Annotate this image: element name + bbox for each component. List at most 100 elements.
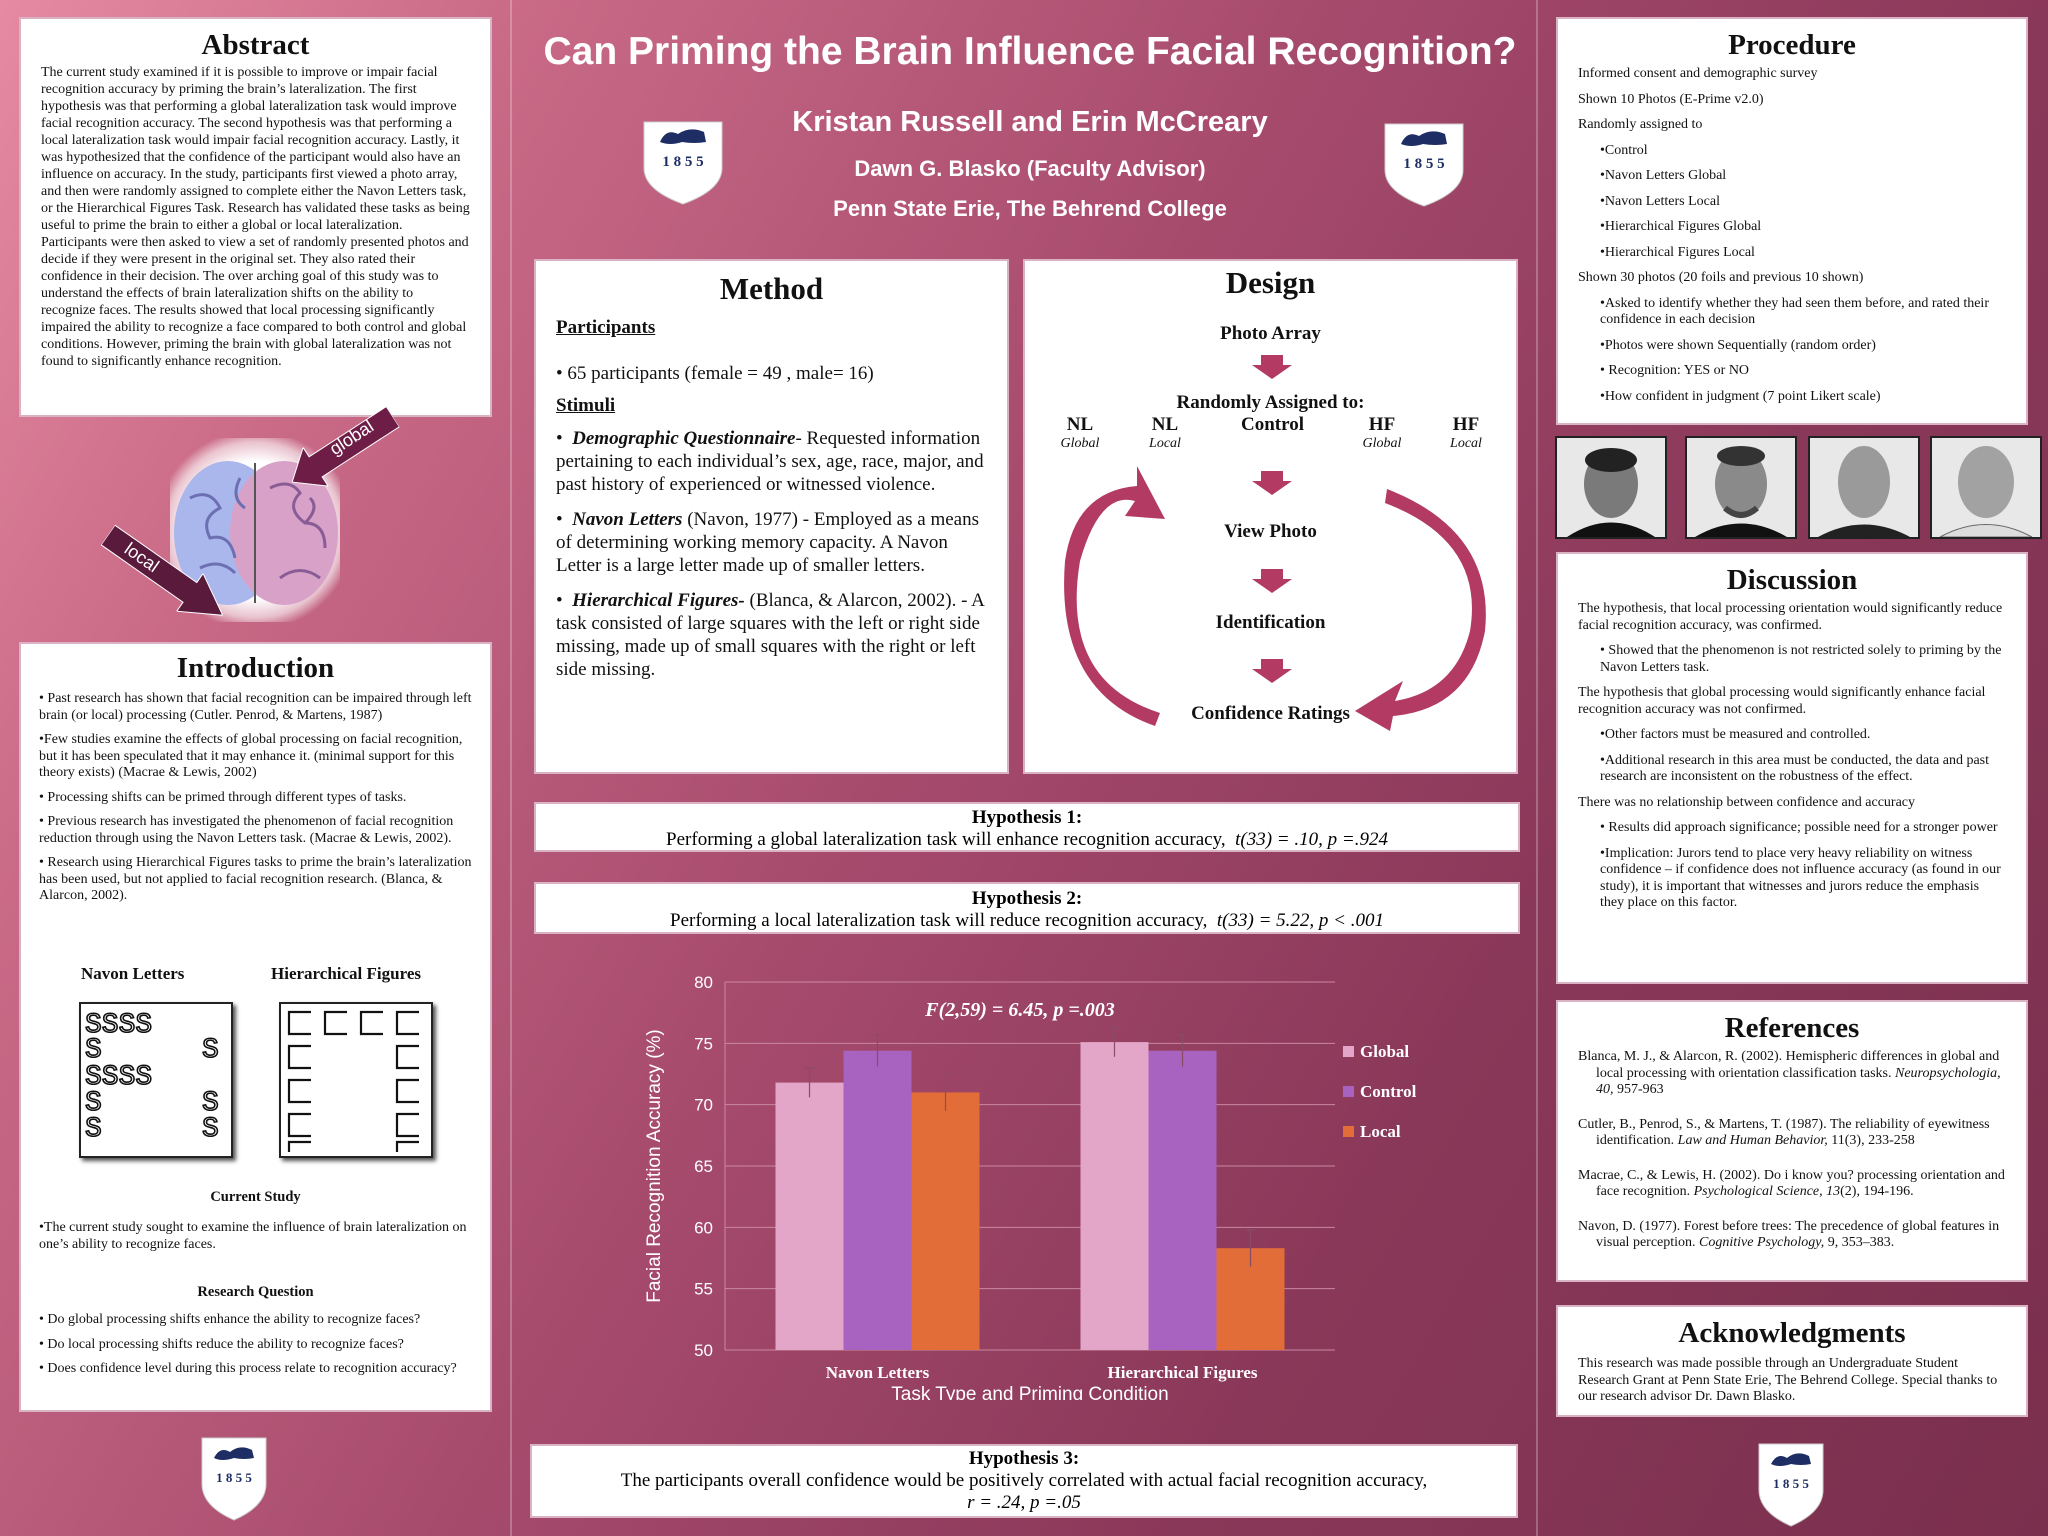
x-axis-label: Task Type and Priming Condition <box>891 1384 1168 1400</box>
procedure-item: •Navon Letters Global <box>1600 168 1727 183</box>
hypothesis-2: Hypothesis 2: Performing a local lateral… <box>534 882 1520 934</box>
abstract-panel: Abstract The current study examined if i… <box>19 17 492 417</box>
introduction-bullets: • Past research has shown that facial re… <box>39 691 472 905</box>
legend-label: Control <box>1360 1082 1417 1101</box>
authors: Kristan Russell and Erin McCreary <box>792 106 1268 138</box>
intro-bullet: •Few studies examine the effects of glob… <box>39 732 463 780</box>
column-divider-right <box>1536 0 1538 1536</box>
face-photo <box>1555 436 1667 539</box>
procedure-item: Randomly assigned to <box>1578 117 1703 132</box>
photo-array-label: Photo Array <box>1220 323 1321 344</box>
procedure-item: •Hierarchical Figures Local <box>1600 244 1755 260</box>
stimulus-text: - Requested information pertaining to ea… <box>556 428 984 495</box>
current-study-heading: Current Study <box>210 1189 301 1205</box>
face-photo <box>1930 436 2042 539</box>
participants-text: • 65 participants (female = 49 , male= 1… <box>556 363 874 384</box>
bar <box>911 1092 980 1350</box>
design-group: HF Local <box>1431 414 1501 452</box>
stimulus-item: • Navon Letters (Navon, 1977) - Employed… <box>556 509 979 576</box>
y-tick-label: 80 <box>694 973 713 992</box>
method-heading: Method <box>719 271 824 306</box>
hypothesis-3-stat: r = .24, p =.05 <box>967 1492 1081 1513</box>
penn-state-logo-bottom-left: 1 8 5 5 <box>200 1436 268 1527</box>
logo-year: 1 8 5 5 <box>662 154 703 170</box>
y-tick-label: 65 <box>694 1157 713 1176</box>
stimulus-name: Demographic Questionnaire <box>572 428 796 449</box>
hypothesis-2-title: Hypothesis 2: <box>971 888 1083 909</box>
stimulus-name: Hierarchical Figures- <box>572 590 745 611</box>
hierarchical-figures-figure <box>279 1002 433 1158</box>
hypothesis-3-text: The participants overall confidence woul… <box>620 1470 1428 1491</box>
group-label: HF <box>1452 414 1480 435</box>
discussion-item: •Implication: Jurors tend to place very … <box>1600 845 2001 911</box>
hypothesis-1: Hypothesis 1: Performing a global latera… <box>534 802 1520 852</box>
design-group: Control <box>1225 414 1320 436</box>
discussion-item: There was no relationship between confid… <box>1578 794 1916 810</box>
discussion-heading: Discussion <box>1726 564 1858 596</box>
discussion-panel: Discussion The hypothesis, that local pr… <box>1556 552 2028 984</box>
svg-text:S: S <box>202 1114 219 1145</box>
introduction-panel: Introduction • Past research has shown t… <box>19 642 492 1412</box>
hypothesis-1-text: Performing a global lateralization task … <box>666 829 1226 850</box>
face-photo <box>1808 436 1920 539</box>
abstract-text: The current study examined if it is poss… <box>41 65 470 369</box>
svg-text:S: S <box>202 1035 219 1066</box>
group-sub: Global <box>1362 436 1402 451</box>
group-label: HF <box>1368 414 1396 435</box>
penn-state-logo-bottom-right: 1 8 5 5 <box>1757 1442 1825 1533</box>
references-heading: References <box>1724 1012 1860 1044</box>
chart-annotation: F(2,59) = 6.45, p =.003 <box>924 999 1114 1021</box>
procedure-item: •Asked to identify whether they had seen… <box>1600 295 1989 328</box>
hypothesis-3: Hypothesis 3: The participants overall c… <box>530 1444 1518 1518</box>
procedure-item: • Recognition: YES or NO <box>1600 363 1750 378</box>
legend-label: Local <box>1360 1122 1401 1141</box>
bar <box>1080 1042 1149 1350</box>
y-tick-label: 50 <box>694 1341 713 1360</box>
discussion-item: • Showed that the phenomenon is not rest… <box>1600 643 2002 675</box>
procedure-panel: Procedure Informed consent and demograph… <box>1556 17 2028 425</box>
stimulus-item: • Demographic Questionnaire- Requested i… <box>556 428 984 495</box>
references-panel: References Blanca, M. J., & Alarcon, R. … <box>1556 1000 2028 1282</box>
svg-text:S: S <box>202 1088 219 1119</box>
group-label: Control <box>1241 414 1304 435</box>
participants-heading: Participants <box>556 317 656 338</box>
procedure-item: •Photos were shown Sequentially (random … <box>1600 337 1876 353</box>
reference-item: Cutler, B., Penrod, S., & Martens, T. (1… <box>1578 1116 1990 1149</box>
face-photo <box>1685 436 1797 539</box>
procedure-list: Informed consent and demographic survey S… <box>1578 66 2006 405</box>
stimulus-name: Navon Letters <box>572 509 683 530</box>
reference-item: Navon, D. (1977). Forest before trees: T… <box>1578 1218 2000 1251</box>
acknowledgments-heading: Acknowledgments <box>1678 1317 1906 1349</box>
design-group: NL Global <box>1045 414 1115 452</box>
group-label: NL <box>1151 414 1179 435</box>
design-group: NL Local <box>1130 414 1200 452</box>
svg-text:S: S <box>85 1114 102 1145</box>
stimulus-item: • Hierarchical Figures- (Blanca, & Alarc… <box>556 590 984 680</box>
column-divider-left <box>510 0 512 1536</box>
references-list: Blanca, M. J., & Alarcon, R. (2002). Hem… <box>1578 1049 2006 1252</box>
current-study-text: •The current study sought to examine the… <box>39 1220 467 1252</box>
flow-arrows <box>1064 355 1486 731</box>
bar <box>775 1082 844 1350</box>
bar <box>1148 1050 1217 1350</box>
stimuli-heading: Stimuli <box>556 395 616 416</box>
advisor: Dawn G. Blasko (Faculty Advisor) <box>854 156 1206 181</box>
reference-item: Blanca, M. J., & Alarcon, R. (2002). Hem… <box>1578 1049 2001 1097</box>
confidence-label: Confidence Ratings <box>1191 703 1350 724</box>
svg-text:S: S <box>85 1088 102 1119</box>
intro-bullet: • Processing shifts can be primed throug… <box>39 789 407 805</box>
y-tick-label: 55 <box>694 1280 713 1299</box>
reference-item: Macrae, C., & Lewis, H. (2002). Do i kno… <box>1578 1167 2005 1200</box>
stimulus-text: (Blanca, & Alarcon, 2002). - A task cons… <box>556 590 984 680</box>
hypothesis-3-title: Hypothesis 3: <box>968 1448 1080 1469</box>
assigned-label: Randomly Assigned to: <box>1176 392 1365 413</box>
discussion-list: The hypothesis, that local processing or… <box>1578 601 2006 912</box>
group-sub: Local <box>1149 436 1181 451</box>
local-arrow: local <box>95 516 228 628</box>
design-heading: Design <box>1225 265 1316 300</box>
hypothesis-2-stat: t(33) = 5.22, p < .001 <box>1216 910 1384 931</box>
view-photo-label: View Photo <box>1224 521 1317 542</box>
discussion-item: •Additional research in this area must b… <box>1600 752 1989 785</box>
poster-title: Can Priming the Brain Influence Facial R… <box>543 30 1517 73</box>
